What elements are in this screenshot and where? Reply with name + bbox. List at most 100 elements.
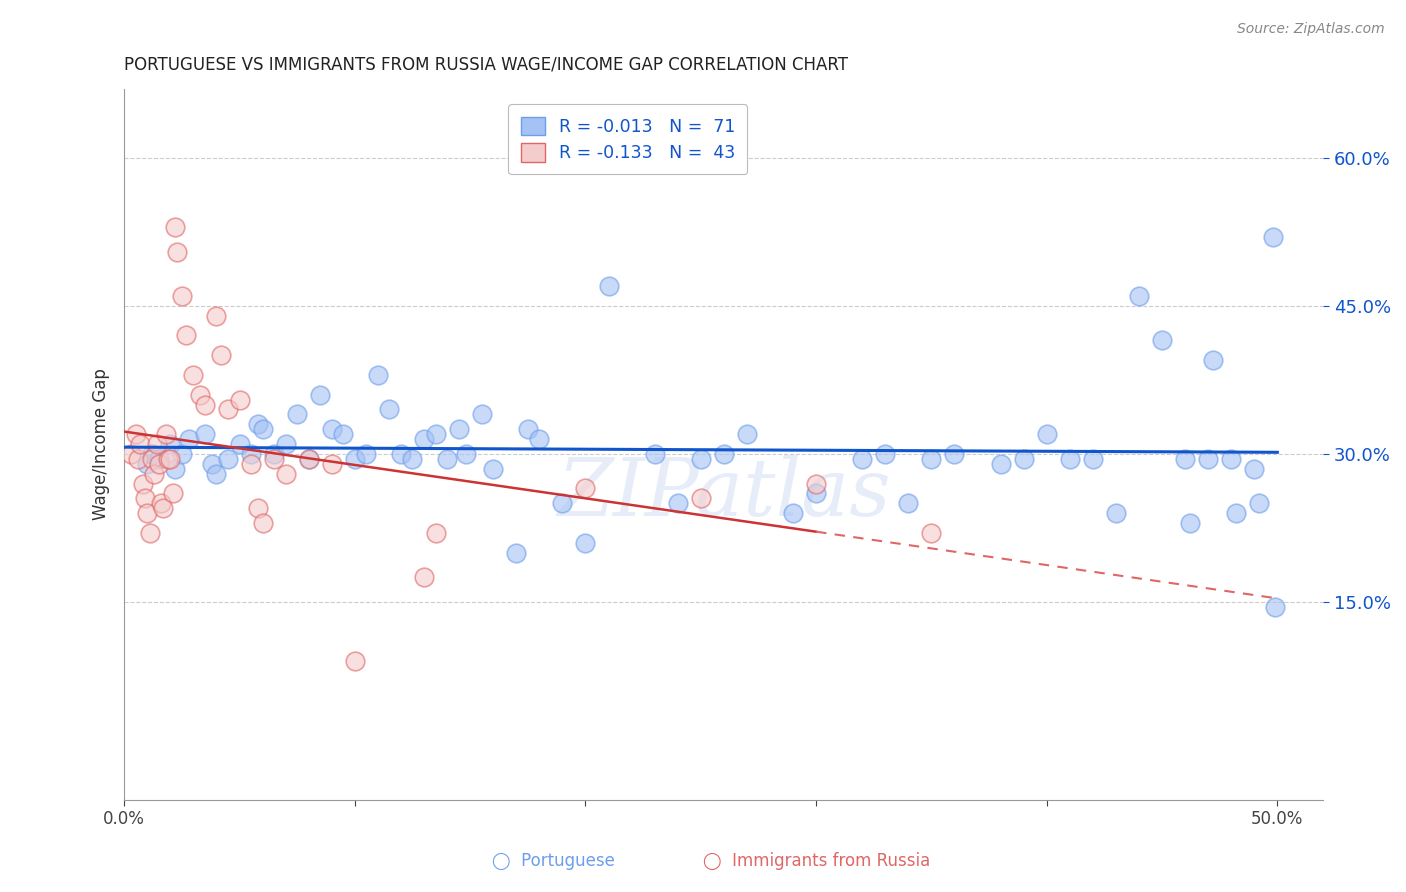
Point: [274, 437, 297, 451]
Point: [136, 506, 159, 520]
Point: [217, 451, 239, 466]
Point: [1150, 334, 1173, 348]
Point: [141, 451, 163, 466]
Point: [159, 451, 181, 466]
Point: [598, 279, 620, 293]
Point: [298, 451, 321, 466]
Point: [274, 467, 297, 481]
Point: [447, 422, 470, 436]
Point: [205, 309, 228, 323]
Point: [343, 654, 366, 668]
Point: [125, 427, 148, 442]
Point: [177, 432, 200, 446]
Point: [240, 457, 263, 471]
Point: [1035, 427, 1057, 442]
Point: [689, 491, 711, 506]
Point: [138, 525, 160, 540]
Point: [170, 289, 193, 303]
Point: [176, 328, 198, 343]
Point: [1128, 289, 1150, 303]
Point: [943, 447, 966, 461]
Point: [263, 447, 285, 461]
Point: [201, 457, 224, 471]
Point: [425, 427, 447, 442]
Point: [134, 491, 156, 506]
Point: [246, 501, 269, 516]
Point: [157, 451, 180, 466]
Point: [1264, 599, 1286, 614]
Point: [188, 387, 211, 401]
Text: ◯  Portuguese: ◯ Portuguese: [492, 852, 614, 870]
Point: [240, 447, 263, 461]
Point: [228, 392, 250, 407]
Point: [321, 457, 343, 471]
Point: [252, 422, 274, 436]
Y-axis label: Wage/Income Gap: Wage/Income Gap: [93, 368, 110, 520]
Text: PORTUGUESE VS IMMIGRANTS FROM RUSSIA WAGE/INCOME GAP CORRELATION CHART: PORTUGUESE VS IMMIGRANTS FROM RUSSIA WAG…: [124, 55, 848, 73]
Point: [367, 368, 389, 382]
Point: [150, 496, 173, 510]
Point: [285, 408, 308, 422]
Point: [141, 447, 163, 461]
Point: [505, 546, 527, 560]
Point: [689, 451, 711, 466]
Point: [298, 451, 321, 466]
Point: [425, 525, 447, 540]
Point: [644, 447, 666, 461]
Point: [332, 427, 354, 442]
Legend: R = -0.013   N =  71, R = -0.133   N =  43: R = -0.013 N = 71, R = -0.133 N = 43: [509, 104, 748, 174]
Point: [1247, 496, 1270, 510]
Point: [1197, 451, 1219, 466]
Point: [1174, 451, 1197, 466]
Point: [194, 427, 217, 442]
Point: [321, 422, 343, 436]
Point: [713, 447, 735, 461]
Point: [897, 496, 920, 510]
Point: [152, 501, 174, 516]
Text: ◯  Immigrants from Russia: ◯ Immigrants from Russia: [703, 852, 931, 870]
Point: [170, 447, 193, 461]
Point: [1261, 229, 1284, 244]
Point: [516, 422, 538, 436]
Point: [413, 432, 436, 446]
Point: [246, 417, 269, 432]
Point: [217, 402, 239, 417]
Point: [454, 447, 477, 461]
Point: [401, 451, 423, 466]
Point: [875, 447, 897, 461]
Point: [1220, 451, 1243, 466]
Point: [1178, 516, 1201, 530]
Point: [309, 387, 332, 401]
Point: [1059, 451, 1081, 466]
Point: [413, 570, 436, 584]
Point: [194, 398, 217, 412]
Point: [252, 516, 274, 530]
Point: [782, 506, 804, 520]
Point: [851, 451, 873, 466]
Point: [1202, 353, 1225, 368]
Point: [148, 457, 170, 471]
Point: [574, 482, 596, 496]
Point: [990, 457, 1012, 471]
Point: [166, 244, 188, 259]
Point: [666, 496, 689, 510]
Point: [127, 451, 149, 466]
Point: [162, 486, 184, 500]
Point: [735, 427, 758, 442]
Point: [129, 437, 152, 451]
Point: [1105, 506, 1128, 520]
Point: [804, 476, 827, 491]
Point: [356, 447, 378, 461]
Point: [136, 457, 159, 471]
Point: [551, 496, 574, 510]
Point: [163, 461, 186, 475]
Point: [159, 437, 181, 451]
Text: Source: ZipAtlas.com: Source: ZipAtlas.com: [1237, 22, 1385, 37]
Point: [529, 432, 551, 446]
Point: [131, 476, 153, 491]
Point: [343, 451, 366, 466]
Point: [920, 451, 942, 466]
Point: [1012, 451, 1035, 466]
Point: [1243, 461, 1265, 475]
Point: [436, 451, 458, 466]
